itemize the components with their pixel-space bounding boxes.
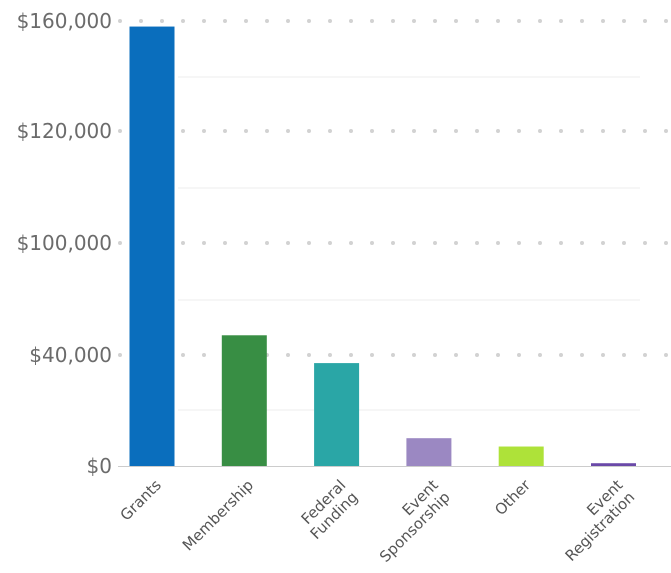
y-tick-label: $40,000 [29, 343, 112, 367]
x-tick-label: Membership [179, 476, 257, 554]
y-tick-label: $0 [87, 454, 112, 478]
bar-other [498, 446, 544, 466]
bar-event-registration [591, 463, 636, 466]
x-tick-label: FederalFunding [295, 476, 362, 543]
bar-grants [129, 26, 175, 466]
bar-event-sponsorship [406, 438, 452, 466]
y-tick-label: $100,000 [17, 231, 112, 255]
y-tick-label: $160,000 [17, 9, 112, 33]
y-tick-label: $120,000 [17, 119, 112, 143]
x-tick-label: EventSponsorship [364, 476, 454, 566]
bar-federal-funding [314, 363, 360, 466]
x-tick-label: Other [491, 476, 534, 519]
x-tick-label: Grants [117, 476, 165, 524]
bar-membership [221, 335, 267, 466]
x-tick-label: EventRegistration [550, 476, 639, 565]
